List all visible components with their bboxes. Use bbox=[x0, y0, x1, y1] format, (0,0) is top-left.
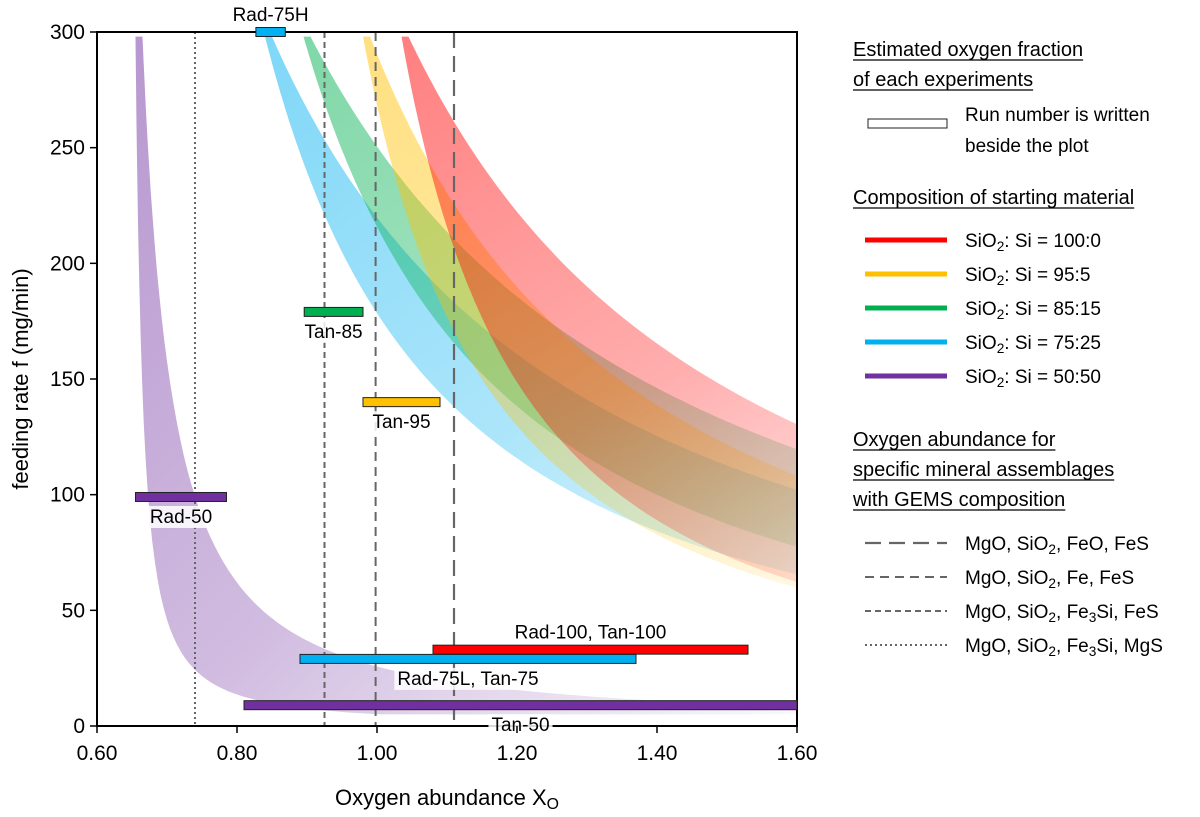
legend-label: SiO2: Si = 100:0 bbox=[965, 231, 1101, 254]
fade-band bbox=[135, 36, 797, 715]
run-label-bg bbox=[511, 621, 670, 644]
run-bar-swatch bbox=[867, 118, 948, 129]
legend-heading: Oxygen abundance for bbox=[853, 429, 1056, 451]
run-label-bg bbox=[394, 667, 542, 690]
legend-heading: with GEMS composition bbox=[852, 489, 1065, 511]
run-label: Rad-75H bbox=[233, 5, 309, 26]
legend-text: beside the plot bbox=[965, 136, 1089, 157]
run-bar bbox=[255, 27, 286, 37]
run-label-bg bbox=[369, 411, 434, 434]
y-tick-label: 300 bbox=[50, 21, 85, 44]
axes: 0 50 100 150 200 250 300 0.60 0.80 1.00 1.20 1.40 1.… bbox=[8, 21, 817, 813]
legend-label: MgO, SiO2, Fe3Si, FeS bbox=[965, 602, 1159, 625]
y-tick-label: 50 bbox=[62, 599, 85, 622]
run-label: Tan-95 bbox=[372, 412, 430, 433]
legend-label: MgO, SiO2, Fe, FeS bbox=[965, 568, 1134, 591]
band-layer bbox=[135, 36, 797, 715]
run-label: Tan-50 bbox=[491, 715, 549, 736]
reference-lines bbox=[194, 32, 456, 726]
x-tick-label: 1.40 bbox=[637, 742, 678, 765]
x-tick-label: 0.80 bbox=[217, 742, 258, 765]
x-tick-label: 0.60 bbox=[77, 742, 118, 765]
legend-heading: Estimated oxygen fraction bbox=[853, 39, 1083, 61]
legend-label: SiO2: Si = 85:15 bbox=[965, 299, 1101, 322]
legend-label: SiO2: Si = 95:5 bbox=[965, 265, 1090, 288]
run-label: Tan-85 bbox=[305, 322, 363, 343]
run-bar bbox=[362, 397, 441, 408]
y-tick-label: 250 bbox=[50, 137, 85, 160]
fade-band bbox=[401, 36, 797, 583]
y-tick-label: 0 bbox=[73, 715, 85, 738]
run-bar bbox=[432, 644, 749, 655]
run-label: Rad-50 bbox=[150, 507, 212, 528]
y-axis-label: feeding rate f (mg/min) bbox=[8, 268, 33, 489]
run-bars: Rad-75H Tan-85 Tan-95 Rad-50 Rad-100, Tan-10… bbox=[135, 4, 798, 737]
y-tick-label: 100 bbox=[50, 484, 85, 507]
run-label-bg bbox=[301, 320, 366, 343]
x-tick-label: 1.60 bbox=[777, 742, 818, 765]
run-label-bg bbox=[146, 505, 216, 528]
run-label-bg bbox=[229, 4, 312, 26]
run-bar bbox=[299, 653, 637, 664]
legend-label: SiO2: Si = 75:25 bbox=[965, 333, 1101, 356]
run-bar bbox=[303, 306, 364, 317]
legend-label: MgO, SiO2, FeO, FeS bbox=[965, 534, 1149, 557]
legend: Estimated oxygen fraction of each experim… bbox=[852, 39, 1163, 659]
run-label: Rad-75L, Tan-75 bbox=[397, 669, 538, 690]
run-label: Rad-100, Tan-100 bbox=[515, 623, 667, 644]
legend-text: Run number is written bbox=[965, 105, 1150, 126]
x-tick-label: 1.20 bbox=[497, 742, 538, 765]
legend-label: SiO2: Si = 50:50 bbox=[965, 367, 1101, 390]
legend-heading: Composition of starting material bbox=[853, 187, 1134, 209]
legend-label: MgO, SiO2, Fe3Si, MgS bbox=[965, 636, 1163, 659]
legend-heading: specific mineral assemblages bbox=[853, 459, 1114, 481]
x-axis-label: Oxygen abundance XO bbox=[335, 785, 559, 813]
y-tick-label: 200 bbox=[50, 252, 85, 275]
y-tick-label: 150 bbox=[50, 368, 85, 391]
x-tick-label: 1.00 bbox=[357, 742, 398, 765]
run-bar bbox=[243, 700, 798, 711]
legend-heading: of each experiments bbox=[853, 69, 1033, 91]
run-label-bg bbox=[488, 714, 553, 737]
run-bar bbox=[135, 491, 227, 502]
